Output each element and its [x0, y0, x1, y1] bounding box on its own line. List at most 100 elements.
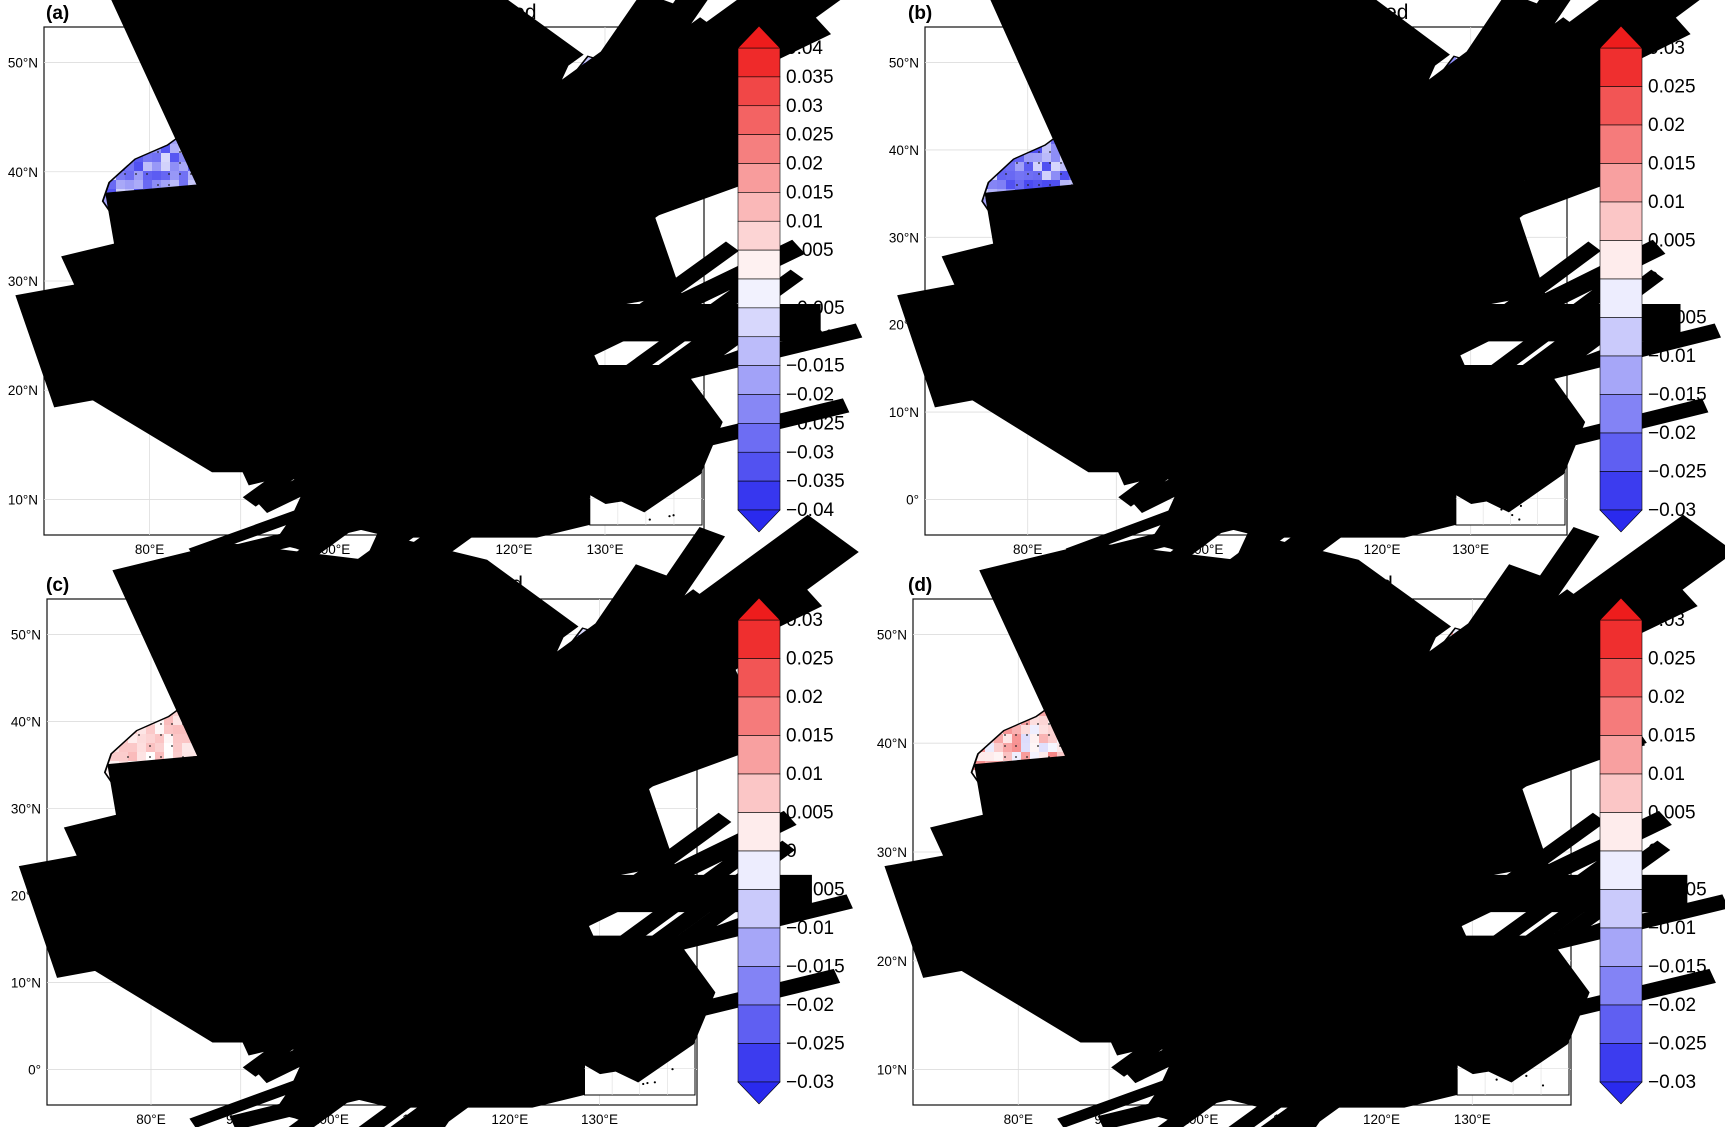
lat-tick-label: 30°N	[889, 230, 919, 245]
lon-tick-label: 130°E	[1452, 542, 1489, 557]
colorbar-tick-label: 0.03	[1648, 610, 1685, 631]
colorbar-tick-label: −0.02	[786, 995, 834, 1016]
colorbar-tick-label: 0	[786, 841, 797, 862]
colorbar-tick-label: −0.015	[786, 957, 845, 978]
colorbar-tick-label: 0.02	[1648, 115, 1685, 136]
lon-tick-label: 130°E	[581, 1112, 618, 1127]
colorbar-tick-label: −0.01	[786, 918, 834, 939]
province-borders	[1081, 679, 1507, 921]
colorbar-tick-label: 0.01	[786, 764, 823, 785]
colorbar-tick-label: −0.015	[786, 356, 845, 377]
lat-tick-label: 20°N	[877, 954, 907, 969]
colorbar-tick-label: −0.025	[786, 413, 845, 434]
lat-tick-label: 40°N	[11, 714, 41, 729]
colorbar-tick-label: 0.025	[786, 125, 834, 146]
lat-tick-label: 50°N	[877, 627, 907, 642]
colorbar-tick-label: 0.005	[1648, 803, 1696, 824]
colorbar-tick-label: 0	[786, 269, 797, 290]
province-borders	[213, 108, 640, 351]
panel-label: (b)	[908, 3, 932, 24]
panel-label: (c)	[46, 575, 69, 596]
colorbar-tick-label: −0.015	[1648, 385, 1707, 406]
colorbar-tick-label: 0.035	[786, 67, 834, 88]
colorbar-tick-label: −0.03	[1648, 500, 1696, 521]
lon-tick-label: 120°E	[1364, 542, 1401, 557]
colorbar-tick-label: 0.03	[786, 610, 823, 631]
lon-tick-label: 120°E	[1363, 1112, 1400, 1127]
lat-tick-label: 50°N	[8, 56, 38, 71]
colorbar-tick-label: −0.005	[786, 880, 845, 901]
lat-tick-label: 10°N	[8, 492, 38, 507]
lon-tick-label: 120°E	[491, 1112, 528, 1127]
colorbar-tick-label: 0.02	[1648, 687, 1685, 708]
colorbar-tick-label: −0.01	[1648, 918, 1696, 939]
lat-tick-label: 50°N	[11, 627, 41, 642]
lat-tick-label: 40°N	[889, 143, 919, 158]
lon-tick-label: 80°E	[135, 542, 164, 557]
colorbar-tick-label: −0.02	[1648, 995, 1696, 1016]
lat-tick-label: 40°N	[8, 165, 38, 180]
colorbar-tick-label: 0.025	[786, 649, 834, 670]
colorbar-tick-label: −0.005	[1648, 880, 1707, 901]
lon-tick-label: 80°E	[1004, 1112, 1033, 1127]
colorbar-tick-label: −0.025	[786, 1034, 845, 1055]
panel-label: (a)	[46, 3, 69, 24]
colorbar: 0.03 0.025 0.02 0.015 0.01 0.005 0 −0.005 −0.01 −…	[737, 597, 845, 1105]
colorbar-tick-label: −0.005	[786, 298, 845, 319]
colorbar-tick-label: −0.025	[1648, 1034, 1707, 1055]
lat-tick-label: 30°N	[11, 801, 41, 816]
colorbar-tick-label: −0.015	[1648, 957, 1707, 978]
lat-tick-label: 0°	[28, 1063, 41, 1078]
lat-tick-label: 10°N	[889, 405, 919, 420]
panel-label: (d)	[908, 575, 932, 596]
colorbar-tick-label: 0.01	[786, 211, 823, 232]
colorbar-tick-label: −0.005	[1648, 308, 1707, 329]
lat-tick-label: 30°N	[8, 274, 38, 289]
colorbar-tick-label: 0.015	[786, 182, 834, 203]
colorbar-tick-label: 0.015	[786, 726, 834, 747]
lon-tick-label: 130°E	[587, 542, 624, 557]
colorbar: 0.03 0.025 0.02 0.015 0.01 0.005 0 −0.005 −0.01 −…	[1599, 597, 1707, 1105]
colorbar-tick-label: 0.005	[1648, 231, 1696, 252]
colorbar-tick-label: −0.035	[786, 471, 845, 492]
lat-tick-label: 40°N	[877, 736, 907, 751]
colorbar-tick-label: 0.01	[1648, 192, 1685, 213]
colorbar-tick-label: 0.025	[1648, 77, 1696, 98]
colorbar-tick-label: −0.03	[786, 442, 834, 463]
colorbar-tick-label: −0.04	[786, 500, 835, 521]
lat-tick-label: 30°N	[877, 845, 907, 860]
lat-tick-label: 10°N	[877, 1063, 907, 1078]
colorbar-tick-label: −0.01	[786, 327, 834, 348]
lon-tick-label: 120°E	[495, 542, 532, 557]
lon-tick-label: 80°E	[136, 1112, 165, 1127]
south-china-sea-inset	[1457, 989, 1569, 1096]
south-china-sea-inset	[1456, 418, 1565, 526]
colorbar-tick-label: −0.03	[1648, 1072, 1696, 1093]
south-china-sea-inset	[585, 989, 696, 1096]
lat-tick-label: 0°	[906, 492, 919, 507]
colorbar-tick-label: 0.02	[786, 687, 823, 708]
lat-tick-label: 50°N	[889, 56, 919, 71]
colorbar-tick-label: −0.02	[1648, 423, 1696, 444]
colorbar-tick-label: 0	[1648, 841, 1659, 862]
colorbar-tick-label: 0.015	[1648, 154, 1696, 175]
colorbar-tick-label: 0.02	[786, 154, 823, 175]
colorbar-tick-label: 0.005	[786, 803, 834, 824]
colorbar-tick-label: −0.02	[786, 385, 834, 406]
colorbar-tick-label: 0.01	[1648, 764, 1685, 785]
colorbar-tick-label: −0.03	[786, 1072, 834, 1093]
colorbar-tick-label: 0.03	[1648, 38, 1685, 59]
lon-tick-label: 80°E	[1013, 542, 1042, 557]
colorbar-tick-label: 0.025	[1648, 649, 1696, 670]
colorbar-tick-label: 0.015	[1648, 726, 1696, 747]
province-borders	[1089, 108, 1504, 351]
lon-tick-label: 130°E	[1454, 1112, 1491, 1127]
lat-tick-label: 10°N	[11, 976, 41, 991]
colorbar-tick-label: 0.005	[786, 240, 834, 261]
colorbar: 0.04 0.035 0.03 0.025 0.02 0.015 0.01 0.005 0 −0.…	[737, 25, 845, 533]
